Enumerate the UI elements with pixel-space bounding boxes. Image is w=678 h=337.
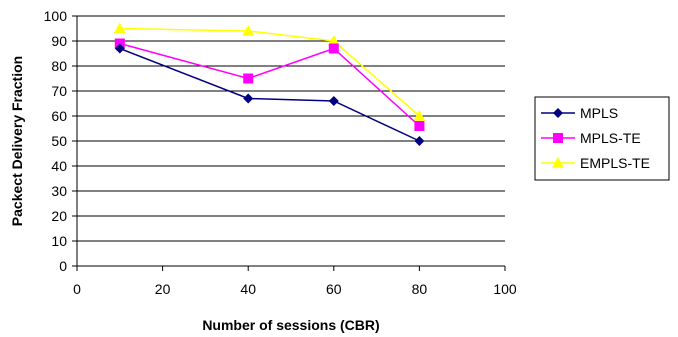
legend-marker-2 [552,157,564,168]
legend-label-2: EMPLS-TE [580,155,650,171]
y-tick-label-1: 10 [51,233,67,249]
legend-label-0: MPLS [580,105,618,121]
data-point-0-2 [328,96,339,106]
data-point-2-3 [413,110,426,121]
data-point-0-3 [414,136,425,146]
x-tick-label-1: 20 [155,281,171,297]
y-tick-label-8: 80 [51,58,67,74]
x-tick-label-0: 0 [73,281,81,297]
y-tick-label-6: 60 [51,108,67,124]
data-point-0-1 [243,93,254,104]
legend-label-1: MPLS-TE [580,130,641,146]
y-tick-label-4: 40 [51,158,67,174]
legend: MPLS MPLS-TE EMPLS-TE [534,96,670,181]
x-tick-label-3: 60 [326,281,342,297]
y-tick-label-7: 70 [51,83,67,99]
legend-marker-0 [553,108,563,118]
data-point-2-0 [113,22,126,34]
legend-marker-1 [553,133,563,143]
data-point-1-2 [328,43,339,54]
series-line-0 [119,47,420,142]
x-tick-label-2: 40 [240,281,256,297]
gridlines [77,15,505,242]
series-mpls-te [114,38,425,131]
series-line-2 [119,27,420,117]
series-empls-te [113,22,426,121]
x-axis-title: Number of sessions (CBR) [202,317,379,333]
data-point-1-1 [243,73,254,84]
series-mpls [114,43,425,146]
data-point-0-0 [114,43,125,54]
data-point-2-2 [327,35,340,46]
series-line-1 [119,42,420,127]
x-tick-label-5: 100 [493,281,517,297]
y-tick-label-2: 20 [51,208,67,224]
y-tick-label-3: 30 [51,183,67,199]
y-tick-label-9: 90 [51,33,67,49]
x-tick-label-4: 80 [412,281,428,297]
tick-labels: 0 10 20 30 40 50 60 70 80 90 100 0 20 40 60 80 100 [44,8,517,297]
data-point-1-3 [414,121,425,131]
data-point-2-1 [242,25,255,36]
y-tick-label-0: 0 [59,258,67,274]
y-axis-title: Packect Delivery Fraction [9,56,25,226]
y-tick-label-5: 50 [51,133,67,149]
series-lines [113,22,426,146]
y-tick-label-10: 100 [44,8,68,24]
